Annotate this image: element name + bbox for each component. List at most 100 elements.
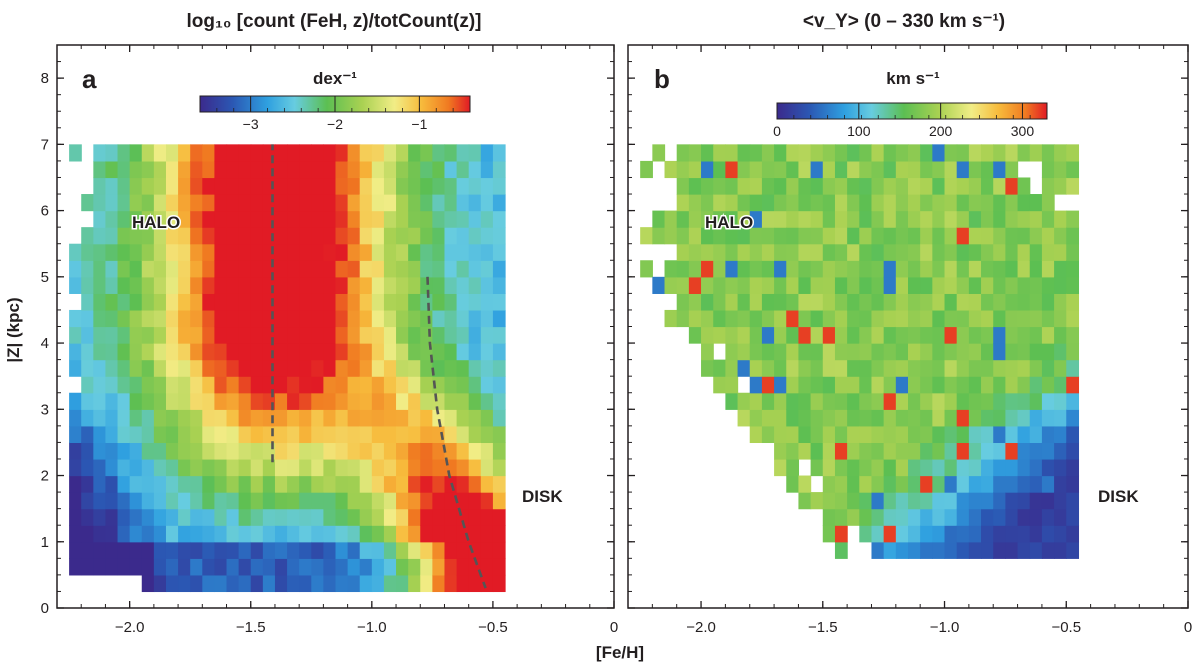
heatmap-cell bbox=[652, 144, 666, 162]
heatmap-cell bbox=[299, 442, 312, 460]
heatmap-cell bbox=[396, 260, 409, 278]
heatmap-cell bbox=[274, 243, 288, 261]
heatmap-cell bbox=[713, 210, 726, 228]
heatmap-cell bbox=[908, 425, 921, 444]
heatmap-cell bbox=[226, 309, 240, 328]
heatmap-cell bbox=[676, 243, 690, 261]
heatmap-cell bbox=[895, 442, 909, 460]
heatmap-cell bbox=[908, 409, 921, 427]
heatmap-cell bbox=[226, 326, 240, 344]
heatmap-cell bbox=[1005, 458, 1019, 477]
heatmap-cell bbox=[895, 260, 909, 278]
heatmap-cell bbox=[383, 276, 397, 294]
heatmap-cell bbox=[883, 144, 897, 162]
heatmap-cell bbox=[383, 177, 397, 195]
heatmap-cell bbox=[287, 508, 300, 526]
heatmap-cell bbox=[774, 409, 787, 427]
heatmap-cell bbox=[81, 541, 94, 559]
heatmap-cell bbox=[311, 359, 324, 377]
heatmap-cell bbox=[956, 541, 970, 559]
heatmap-cell bbox=[1029, 376, 1043, 394]
heatmap-cell bbox=[1005, 541, 1019, 559]
heatmap-cell bbox=[701, 144, 714, 162]
heatmap-cell bbox=[895, 425, 909, 444]
heatmap-cell bbox=[347, 574, 361, 593]
heatmap-cell bbox=[468, 376, 482, 394]
heatmap-cell bbox=[178, 359, 191, 377]
heatmap-cell bbox=[299, 359, 312, 377]
heatmap-cell bbox=[1017, 376, 1031, 394]
heatmap-cell bbox=[347, 194, 361, 212]
heatmap-cell bbox=[420, 177, 433, 195]
heatmap-cell bbox=[908, 326, 921, 344]
heatmap-cell bbox=[701, 359, 714, 377]
heatmap-cell bbox=[749, 293, 763, 311]
heatmap-cell bbox=[153, 475, 167, 493]
heatmap-cell bbox=[359, 525, 373, 543]
heatmap-cell bbox=[798, 309, 812, 328]
heatmap-cell bbox=[444, 442, 458, 460]
heatmap-cell bbox=[810, 160, 824, 179]
heatmap-cell bbox=[956, 177, 970, 195]
heatmap-cell bbox=[432, 475, 446, 493]
heatmap-cell bbox=[153, 574, 167, 593]
heatmap-cell bbox=[178, 409, 191, 427]
heatmap-cell bbox=[932, 276, 946, 294]
heatmap-cell bbox=[713, 160, 726, 179]
colorbar-tick-label: 200 bbox=[929, 123, 953, 139]
heatmap-cell bbox=[774, 144, 787, 162]
heatmap-cell bbox=[1017, 177, 1031, 195]
heatmap-cell bbox=[908, 276, 921, 294]
heatmap-cell bbox=[1005, 276, 1019, 294]
heatmap-cell bbox=[129, 376, 143, 394]
heatmap-cell bbox=[250, 541, 264, 559]
heatmap-cell bbox=[371, 392, 385, 410]
heatmap-cell bbox=[420, 409, 433, 427]
heatmap-cell bbox=[299, 144, 312, 162]
heatmap-cell bbox=[456, 574, 470, 593]
heatmap-cell bbox=[968, 475, 982, 493]
heatmap-cell bbox=[932, 227, 946, 245]
heatmap-cell bbox=[359, 508, 373, 526]
heatmap-cell bbox=[1029, 508, 1043, 526]
heatmap-cell bbox=[420, 359, 433, 377]
heatmap-cell bbox=[153, 359, 167, 377]
heatmap-cell bbox=[968, 293, 982, 311]
heatmap-cell bbox=[190, 359, 203, 377]
heatmap-cell bbox=[993, 144, 1006, 162]
heatmap-cell bbox=[396, 326, 409, 344]
heatmap-cell bbox=[956, 425, 970, 444]
heatmap-cell bbox=[761, 210, 775, 228]
heatmap-cell bbox=[688, 326, 702, 344]
heatmap-cell bbox=[834, 293, 848, 311]
heatmap-cell bbox=[725, 343, 739, 361]
heatmap-cell bbox=[908, 144, 921, 162]
heatmap-cell bbox=[93, 558, 107, 576]
heatmap-cell bbox=[822, 194, 836, 212]
heatmap-cell bbox=[117, 276, 131, 294]
heatmap-cell bbox=[737, 276, 751, 294]
heatmap-cell bbox=[444, 177, 458, 195]
colorbar-tick-label: −2 bbox=[327, 116, 343, 132]
heatmap-cell bbox=[165, 227, 179, 245]
heatmap-cell bbox=[347, 293, 361, 311]
heatmap-cell bbox=[129, 160, 143, 179]
heatmap-cell bbox=[920, 475, 933, 493]
heatmap-cell bbox=[981, 210, 994, 228]
heatmap-cell bbox=[713, 326, 726, 344]
heatmap-cell bbox=[993, 293, 1006, 311]
heatmap-cell bbox=[676, 210, 690, 228]
heatmap-cell bbox=[371, 376, 385, 394]
heatmap-cell bbox=[420, 376, 433, 394]
heatmap-cell bbox=[359, 144, 373, 162]
heatmap-cell bbox=[761, 359, 775, 377]
heatmap-cell bbox=[456, 210, 470, 228]
heatmap-cell bbox=[226, 227, 240, 245]
heatmap-cell bbox=[347, 475, 361, 493]
heatmap-cell bbox=[262, 492, 276, 510]
heatmap-cell bbox=[383, 392, 397, 410]
heatmap-cell bbox=[701, 243, 714, 261]
heatmap-cell bbox=[105, 194, 119, 212]
heatmap-cell bbox=[1005, 210, 1019, 228]
heatmap-cell bbox=[129, 343, 143, 361]
